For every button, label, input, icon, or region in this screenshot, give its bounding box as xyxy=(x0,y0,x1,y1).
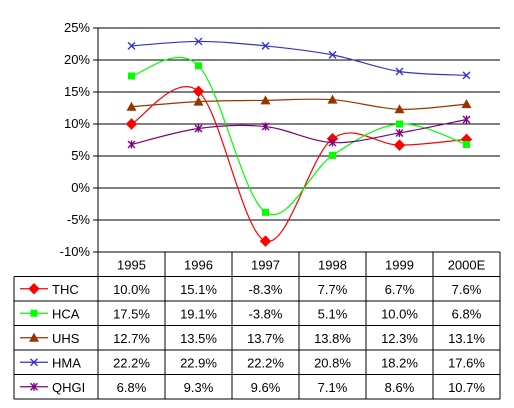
hca-series-line xyxy=(131,57,467,216)
data-label: 17.5% xyxy=(113,306,150,321)
series-name: QHGI xyxy=(52,380,85,395)
qhgi-data-point xyxy=(462,115,471,124)
y-tick-label: -5% xyxy=(67,212,91,227)
hma-data-point xyxy=(194,37,203,46)
data-label: 18.2% xyxy=(381,355,418,370)
data-label: 13.5% xyxy=(180,331,217,346)
y-tick-label: 25% xyxy=(64,20,90,35)
gridlines xyxy=(98,27,500,253)
series-name: THC xyxy=(52,282,79,297)
qhgi-series-line xyxy=(131,118,467,146)
series-lines xyxy=(131,40,467,242)
series-markers xyxy=(125,37,473,247)
qhgi-data-point xyxy=(194,124,203,133)
data-label: 6.7% xyxy=(385,282,415,297)
hma-data-point xyxy=(261,41,270,50)
data-label: 13.1% xyxy=(448,331,485,346)
qhgi-legend-data-point xyxy=(30,382,38,391)
data-label: 12.3% xyxy=(381,331,418,346)
data-label: 10.0% xyxy=(113,282,150,297)
data-label: 10.0% xyxy=(381,306,418,321)
category-label: 1995 xyxy=(117,257,146,272)
uhs-data-point xyxy=(394,104,405,114)
uhs-data-point xyxy=(327,94,338,104)
thc-legend-data-point xyxy=(28,283,40,295)
data-label: 9.6% xyxy=(251,380,281,395)
hca-data-point xyxy=(195,62,202,70)
hma-data-point xyxy=(395,67,404,76)
uhs-data-point xyxy=(461,99,472,109)
qhgi-data-point xyxy=(395,128,404,137)
qhgi-data-point xyxy=(127,140,136,149)
uhs-data-point xyxy=(126,101,137,111)
data-label: 5.1% xyxy=(318,306,348,321)
hca-legend-data-point xyxy=(30,309,38,317)
series-name: HCA xyxy=(52,306,80,321)
hca-data-point xyxy=(329,151,336,159)
thc-data-point xyxy=(393,139,406,151)
hca-data-point xyxy=(128,72,135,80)
uhs-legend-data-point xyxy=(29,332,39,342)
uhs-data-point xyxy=(260,95,271,105)
data-table: 1995 1996 1997 1998 1999 2000E THC 10.0% 15.1% -8… xyxy=(13,251,501,400)
data-label: 7.6% xyxy=(452,282,482,297)
thc-data-point xyxy=(192,85,205,98)
series-name: UHS xyxy=(52,331,80,346)
y-tick-label: -10% xyxy=(60,244,91,259)
data-label: 12.7% xyxy=(113,331,150,346)
data-label: 10.7% xyxy=(448,380,485,395)
uhs-data-point xyxy=(193,96,204,106)
qhgi-data-point xyxy=(328,138,337,147)
data-label: 13.7% xyxy=(247,331,284,346)
data-label: 7.1% xyxy=(318,380,348,395)
data-label: 8.6% xyxy=(385,380,415,395)
hca-data-point xyxy=(396,120,403,128)
uhs-series-line xyxy=(131,98,467,110)
data-label: 22.2% xyxy=(247,355,284,370)
series-name: HMA xyxy=(52,355,81,370)
thc-series-line xyxy=(131,86,467,242)
data-label: 19.1% xyxy=(180,306,217,321)
y-tick-label: 0% xyxy=(71,180,90,195)
hma-data-point xyxy=(462,71,471,80)
y-tick-label: 5% xyxy=(71,148,90,163)
qhgi-data-point xyxy=(261,122,270,131)
y-tick-label: 15% xyxy=(64,84,90,99)
data-label: 7.7% xyxy=(318,282,348,297)
y-axis: 25% 20% 15% 10% 5% 0% -5% -10% xyxy=(60,20,99,259)
category-label: 2000E xyxy=(448,257,486,272)
data-label: 13.8% xyxy=(314,331,351,346)
data-label: -8.3% xyxy=(249,282,283,297)
data-label: 22.2% xyxy=(113,355,150,370)
hma-data-point xyxy=(328,50,337,59)
data-label: 6.8% xyxy=(117,380,147,395)
y-tick-label: 10% xyxy=(64,116,90,131)
data-label: 20.8% xyxy=(314,355,351,370)
hma-legend-data-point xyxy=(30,358,38,367)
y-tick-label: 20% xyxy=(64,52,90,67)
data-label: 9.3% xyxy=(184,380,214,395)
data-label: 17.6% xyxy=(448,355,485,370)
data-label: 22.9% xyxy=(180,355,217,370)
category-label: 1996 xyxy=(184,257,213,272)
hca-data-point xyxy=(463,140,470,148)
data-label: -3.8% xyxy=(249,306,283,321)
thc-data-point xyxy=(125,118,138,130)
data-label: 6.8% xyxy=(452,306,482,321)
hca-data-point xyxy=(262,208,269,216)
hma-series-line xyxy=(131,40,467,76)
category-label: 1999 xyxy=(385,257,414,272)
hma-data-point xyxy=(127,41,136,50)
thc-data-point xyxy=(259,235,272,247)
data-label: 15.1% xyxy=(180,282,217,297)
category-label: 1998 xyxy=(318,257,347,272)
category-label: 1997 xyxy=(251,257,280,272)
